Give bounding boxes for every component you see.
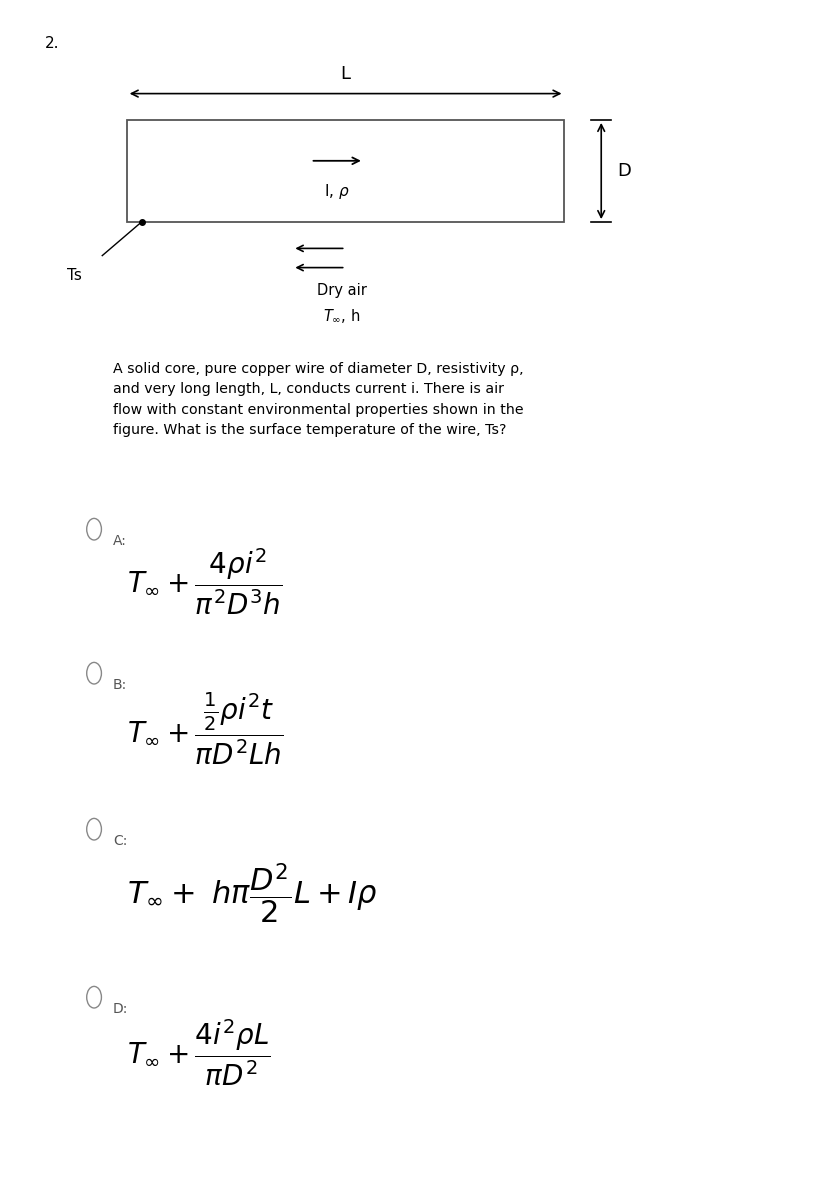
Text: Ts: Ts xyxy=(67,268,82,283)
Text: D: D xyxy=(618,162,631,180)
Text: $T_{\infty} + \dfrac{4i^2\rho L}{\pi D^2}$: $T_{\infty} + \dfrac{4i^2\rho L}{\pi D^2… xyxy=(127,1018,271,1087)
Text: D:: D: xyxy=(113,1002,128,1016)
Text: C:: C: xyxy=(113,834,128,848)
Text: A:: A: xyxy=(113,534,127,548)
Text: I, $\rho$: I, $\rho$ xyxy=(324,182,349,202)
Text: L: L xyxy=(340,65,351,83)
Text: $T_{\infty}$, h: $T_{\infty}$, h xyxy=(323,307,360,324)
Text: $T_{\infty} + \dfrac{\frac{1}{2}\rho i^2 t}{\pi D^2 Lh}$: $T_{\infty} + \dfrac{\frac{1}{2}\rho i^2… xyxy=(127,690,283,767)
Text: B:: B: xyxy=(113,678,127,692)
Text: Dry air: Dry air xyxy=(317,283,366,299)
Text: 2.: 2. xyxy=(45,36,60,50)
Text: $T_{\infty} + \ h\pi\dfrac{D^2}{2} L + I\rho$: $T_{\infty} + \ h\pi\dfrac{D^2}{2} L + I… xyxy=(127,862,377,926)
Text: $T_{\infty} + \dfrac{4\rho i^2}{\pi^2 D^3 h}$: $T_{\infty} + \dfrac{4\rho i^2}{\pi^2 D^… xyxy=(127,547,282,617)
Bar xyxy=(127,120,564,222)
Text: A solid core, pure copper wire of diameter D, resistivity ρ,
and very long lengt: A solid core, pure copper wire of diamet… xyxy=(113,362,524,437)
